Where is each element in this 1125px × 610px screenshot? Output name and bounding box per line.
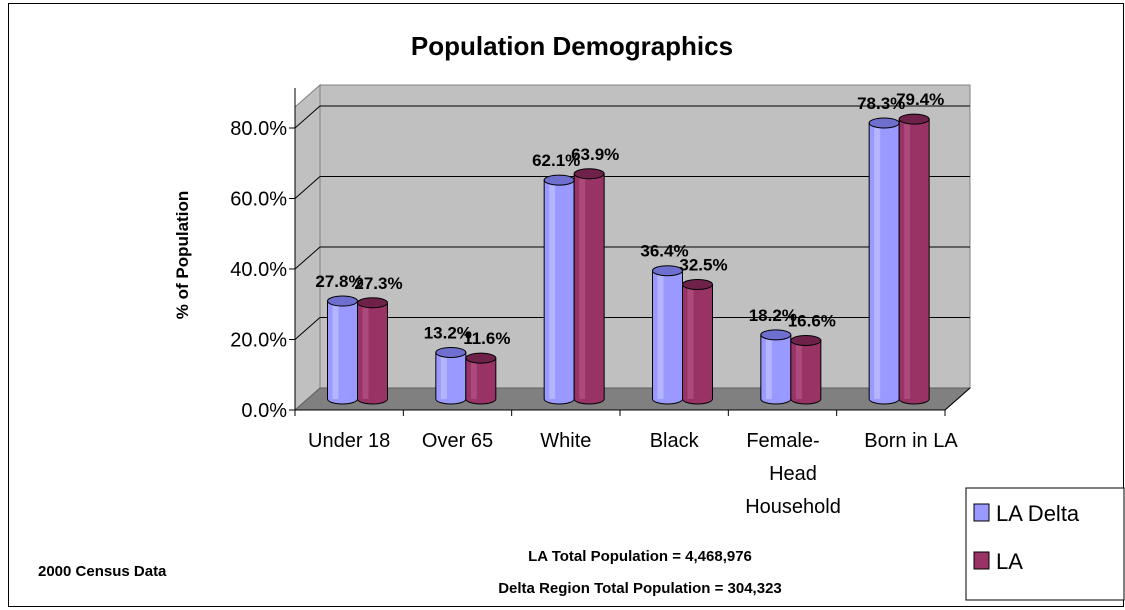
bar-top: [435, 346, 467, 358]
bar-value-label: 16.6%: [788, 311, 836, 330]
bar-top: [868, 117, 900, 129]
bar-body: [868, 122, 900, 405]
bar-body: [465, 357, 497, 405]
bar-highlight: [765, 334, 772, 399]
bar-value-label: 62.1%: [532, 151, 580, 170]
bar-body: [760, 334, 792, 405]
bar-body: [435, 351, 467, 405]
legend-swatch-la: [973, 551, 990, 570]
bar-value-label: 63.9%: [571, 145, 619, 164]
bar-value-label: 32.5%: [679, 255, 727, 274]
bar-highlight: [795, 340, 802, 399]
bar-body: [898, 118, 930, 405]
source-note: 2000 Census Data: [38, 563, 167, 580]
delta-total-note: Delta Region Total Population = 304,323: [498, 580, 782, 597]
la-total-note: LA Total Population = 4,468,976: [528, 548, 752, 565]
bar-value-label: 18.2%: [749, 306, 797, 325]
bar-highlight: [579, 173, 586, 399]
bar-value-label: 13.2%: [424, 323, 472, 342]
bar-top: [327, 295, 358, 307]
bar-top: [790, 334, 822, 346]
y-tick-label: 60.0%: [230, 189, 287, 211]
bar-body: [357, 302, 388, 405]
bar-top: [652, 265, 683, 277]
bar-body: [543, 179, 575, 405]
gridline-side: [294, 176, 321, 199]
bar-top: [898, 113, 930, 125]
x-category-label: Head: [769, 463, 817, 485]
bar-top: [357, 297, 388, 309]
y-axis-title: % of Population: [173, 191, 192, 319]
y-tick-label: 80.0%: [230, 118, 287, 140]
bar-highlight: [332, 301, 339, 399]
plot-side-wall: [294, 83, 321, 412]
bar-value-label: 27.3%: [354, 274, 402, 293]
x-axis-depth-line: [944, 387, 971, 411]
legend-box: [965, 487, 1125, 601]
bar-top: [682, 278, 713, 290]
legend-label-la: LA: [996, 549, 1023, 574]
data-labels: 27.8%27.3% 13.2%11.6% 62.1%63.9% 36.4%32.5%…: [315, 90, 944, 348]
chart-title: Population Demographics: [411, 31, 733, 61]
legend-swatch-la-delta: [973, 503, 990, 522]
bar-body: [652, 270, 683, 405]
bar-value-label: 36.4%: [640, 242, 688, 261]
bar-body: [682, 283, 713, 405]
x-category-label: Under 18: [308, 430, 390, 452]
bar-body: [790, 339, 822, 405]
bar-highlight: [874, 122, 881, 400]
bar-highlight: [362, 302, 369, 399]
bar-highlight: [549, 180, 556, 399]
x-category-label: White: [540, 430, 591, 452]
bar-value-label: 78.3%: [857, 94, 905, 113]
chart-frame: [8, 3, 1124, 607]
bar-body: [327, 300, 358, 405]
bar-highlight: [657, 270, 664, 399]
bar-value-label: 11.6%: [463, 329, 510, 348]
bar-highlight: [470, 358, 477, 399]
x-category-label: Household: [745, 496, 841, 518]
bar-highlight: [440, 352, 447, 399]
gridline-side: [294, 105, 321, 129]
bar-highlight: [904, 119, 911, 400]
bar-value-label: 79.4%: [896, 90, 944, 109]
bar-top: [573, 168, 605, 180]
gridline-side: [294, 246, 321, 270]
bars: [327, 113, 930, 405]
x-category-label: Born in LA: [864, 430, 958, 452]
gridline-side: [294, 317, 321, 340]
bar-body: [573, 173, 605, 405]
x-category-label: Female-: [746, 430, 819, 452]
bar-top: [465, 352, 497, 364]
legend-label-la-delta: LA Delta: [996, 501, 1080, 526]
y-tick-label: 20.0%: [230, 330, 287, 352]
y-tick-label: 40.0%: [230, 259, 287, 281]
y-tick-label: 0.0%: [241, 400, 287, 422]
bar-highlight: [687, 284, 694, 399]
x-category-label: Over 65: [422, 430, 493, 452]
axes: 0.0% 20.0% 40.0% 60.0% 80.0% Under 18 Over 65 W…: [230, 88, 971, 518]
legend: LA Delta LA: [965, 487, 1125, 601]
bar-top: [543, 174, 575, 186]
x-category-label: Black: [650, 430, 700, 452]
gridlines: [294, 105, 970, 340]
bar-value-label: 27.8%: [315, 272, 363, 291]
bar-top: [760, 329, 792, 341]
